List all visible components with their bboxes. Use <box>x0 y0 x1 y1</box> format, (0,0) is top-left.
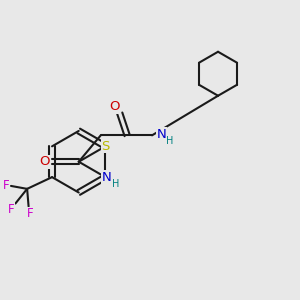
Text: N: N <box>157 128 166 141</box>
Text: O: O <box>109 100 120 113</box>
Text: F: F <box>27 207 33 220</box>
Text: O: O <box>40 155 50 168</box>
Text: N: N <box>102 171 112 184</box>
Text: H: H <box>166 136 173 146</box>
Text: H: H <box>112 179 119 190</box>
Text: S: S <box>101 140 110 153</box>
Text: F: F <box>8 203 14 216</box>
Text: F: F <box>2 179 9 192</box>
